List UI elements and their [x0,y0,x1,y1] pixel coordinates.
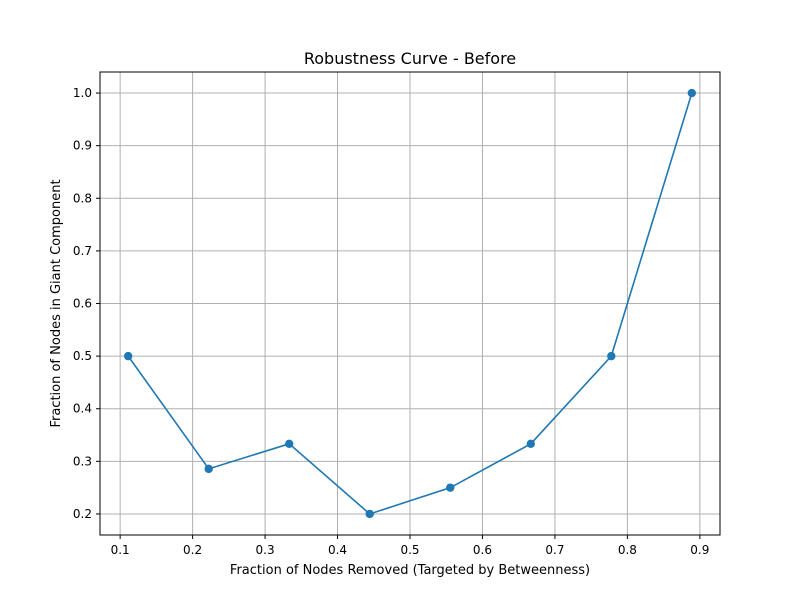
data-point [123,351,133,361]
data-point [204,464,213,474]
series-layer [123,88,697,519]
y-tick-label: 0.8 [73,191,92,205]
y-tick-label: 1.0 [73,86,92,100]
x-tick-label: 0.9 [690,543,709,557]
x-tick-label: 0.8 [618,543,637,557]
y-tick-label: 0.2 [73,507,92,521]
series-line [127,92,693,515]
data-point [526,439,535,449]
data-point [285,439,294,449]
y-tick-label: 0.3 [73,454,92,468]
x-tick-label: 0.6 [473,543,492,557]
y-tick-label: 0.6 [73,297,92,311]
y-axis-label: Fraction of Nodes in Giant Component [49,179,64,427]
y-tick-label: 0.5 [73,349,92,363]
data-point [446,483,455,492]
x-axis-label: Fraction of Nodes Removed (Targeted by B… [230,563,590,578]
y-tick-label: 0.9 [73,139,92,153]
ticks: 0.1 0.2 0.3 0.4 0.5 0.6 0.7 0.8 0.9 0.2 0.3 0.4 0.5 0… [73,86,709,557]
y-tick-label: 0.4 [73,402,92,416]
y-tick-label: 0.7 [73,244,92,258]
x-tick-label: 0.1 [111,543,130,557]
x-tick-label: 0.4 [328,543,347,557]
x-tick-label: 0.2 [183,543,202,557]
chart-title: Robustness Curve - Before [304,49,516,68]
data-point [687,88,697,98]
x-tick-label: 0.3 [256,543,275,557]
data-point [365,509,374,519]
data-point [607,351,616,361]
x-tick-label: 0.5 [400,543,419,557]
x-tick-label: 0.7 [545,543,564,557]
